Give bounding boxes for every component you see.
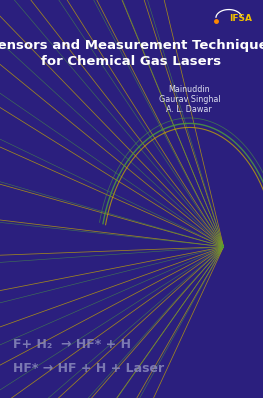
Text: Sensors and Measurement Techniques: Sensors and Measurement Techniques [0,39,263,52]
Text: for Chemical Gas Lasers: for Chemical Gas Lasers [42,55,221,68]
Text: IFSA: IFSA [229,14,252,23]
Text: Gaurav Singhal: Gaurav Singhal [159,95,220,104]
Text: F+ H₂  → HF* + H: F+ H₂ → HF* + H [13,338,131,351]
Text: Mainuddin: Mainuddin [169,85,210,94]
Text: HF* → HF + H + Laser: HF* → HF + H + Laser [13,362,164,375]
Text: A. L. Dawar: A. L. Dawar [166,105,212,114]
